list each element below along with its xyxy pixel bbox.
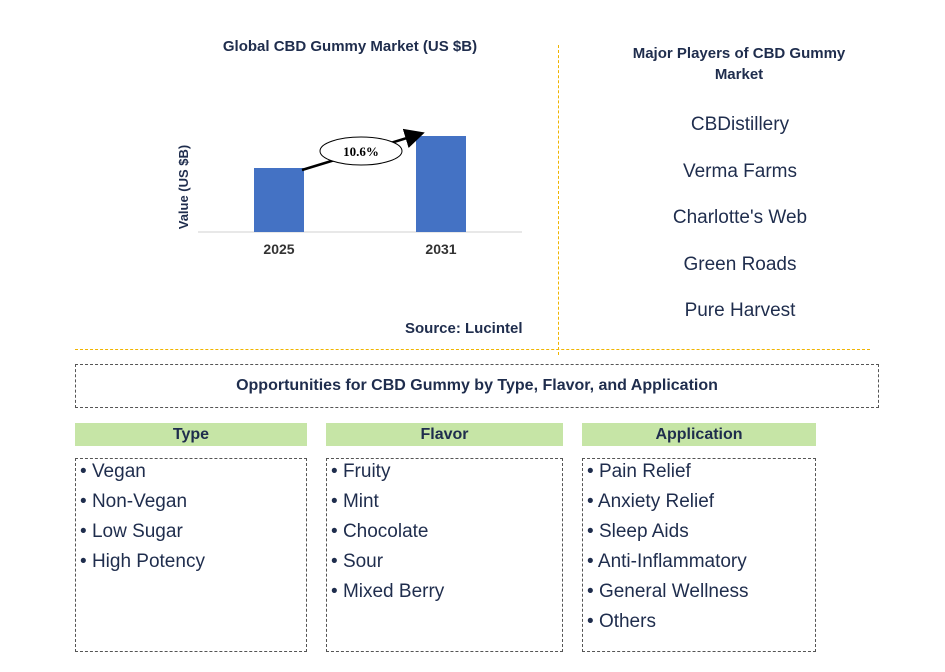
type-item: Vegan [76,459,306,489]
horizontal-divider [75,349,870,350]
y-axis-label: Value (US $B) [176,145,191,230]
flavor-item: Sour [327,549,562,579]
player-item: CBDistillery [690,114,790,135]
players-title: Major Players of CBD Gummy Market [632,45,846,83]
opportunities-title: Opportunities for CBD Gummy by Type, Fla… [75,364,879,408]
player-item: Pure Harvest [684,300,796,321]
bar-2025 [254,168,304,232]
player-item: Verma Farms [682,160,798,182]
application-list: Pain Relief Anxiety Relief Sleep Aids An… [582,458,816,652]
x-tick-label: 2025 [263,241,294,257]
players-list: CBDistillery Verma Farms Charlotte's Web… [620,110,860,343]
flavor-heading: Flavor [326,423,563,446]
player-item: Charlotte's Web [672,207,808,228]
vertical-divider [558,45,559,355]
cagr-bubble [319,136,403,166]
application-heading: Application [582,423,816,446]
application-item: General Wellness [583,579,815,609]
cagr-label: 10.6% [343,144,379,159]
flavor-list: Fruity Mint Chocolate Sour Mixed Berry [326,458,563,652]
application-item: Others [583,609,815,639]
application-item: Anxiety Relief [583,489,815,519]
type-item: High Potency [76,549,306,579]
flavor-item: Mixed Berry [327,579,562,609]
type-item: Low Sugar [76,519,306,549]
type-item: Non-Vegan [76,489,306,519]
bar-chart: Value (US $B) 2025 2031 10.6% [176,128,522,257]
player-item: Green Roads [683,253,797,275]
application-item: Anti-Inflammatory [583,549,815,579]
application-item: Sleep Aids [583,519,815,549]
chart-source: Source: Lucintel [405,320,523,337]
flavor-item: Mint [327,489,562,519]
type-heading: Type [75,423,307,446]
flavor-item: Fruity [327,459,562,489]
chart-title: Global CBD Gummy Market (US $B) [222,38,478,55]
application-item: Pain Relief [583,459,815,489]
flavor-item: Chocolate [327,519,562,549]
x-tick-label: 2031 [425,241,456,257]
bar-2031 [416,136,466,232]
type-list: Vegan Non-Vegan Low Sugar High Potency [75,458,307,652]
